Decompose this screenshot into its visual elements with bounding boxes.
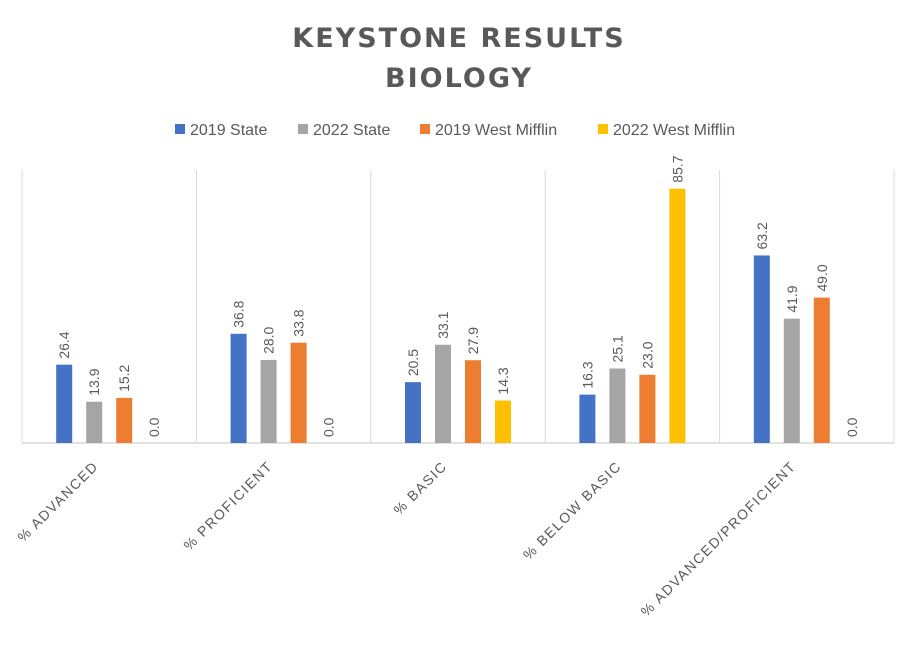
legend: 2019 State 2022 State 2019 West Mifflin 202… (175, 122, 735, 139)
bar-2022-state-2 (260, 359, 277, 443)
bar-2019-state-5 (753, 255, 770, 443)
bar-2019-west-mifflin-2 (290, 342, 307, 443)
data-label-2019-state-4: 16.3 (579, 361, 595, 388)
data-label-2019-state-1: 26.4 (56, 331, 72, 358)
legend-label-3: 2019 West Mifflin (435, 122, 557, 139)
category-label-5: % ADVANCED/PROFICIENT (637, 458, 799, 620)
bar-2019-west-mifflin-3 (465, 360, 481, 443)
bar-2022-west-mifflin-4 (669, 188, 686, 443)
data-label-2019-state-3: 20.5 (405, 349, 421, 376)
category-label-3: % BASIC (390, 458, 450, 518)
bar-2022-west-mifflin-3 (495, 400, 511, 443)
data-label-2022-state-5: 41.9 (784, 285, 800, 312)
legend-label-2: 2022 State (313, 122, 391, 139)
data-label-2022-west-mifflin-5: 0.0 (844, 417, 860, 437)
bar-2019-state-1 (56, 364, 73, 443)
data-label-2022-state-1: 13.9 (86, 368, 102, 395)
legend-swatch-1 (175, 124, 185, 134)
bar-2022-state-3 (435, 344, 451, 443)
bar-2019-west-mifflin-4 (639, 374, 656, 443)
legend-swatch-3 (420, 124, 430, 134)
legend-swatch-4 (598, 124, 608, 134)
data-label-2019-west-mifflin-4: 23.0 (639, 341, 655, 368)
data-label-2022-state-3: 33.1 (435, 311, 451, 338)
data-label-2022-west-mifflin-1: 0.0 (146, 417, 162, 437)
category-label-2: % PROFICIENT (180, 458, 276, 554)
bar-2019-state-2 (230, 333, 247, 443)
data-label-2019-state-2: 36.8 (231, 300, 247, 327)
data-label-2022-state-4: 25.1 (609, 335, 625, 362)
bar-2019-west-mifflin-5 (813, 297, 830, 443)
legend-swatch-2 (298, 124, 308, 134)
category-label-4: % BELOW BASIC (520, 458, 625, 563)
chart-title-line-2: BIOLOGY (385, 63, 533, 94)
data-label-2022-west-mifflin-2: 0.0 (321, 417, 337, 437)
legend-label-4: 2022 West Mifflin (613, 122, 735, 139)
data-label-2019-west-mifflin-2: 33.8 (291, 309, 307, 336)
data-label-2022-west-mifflin-3: 14.3 (495, 367, 511, 394)
plot-area: 26.4 13.9 15.2 0.0 % ADVANCED 36.8 28.0 33.8 0.0… (14, 155, 895, 620)
bar-2019-state-3 (405, 382, 421, 443)
bar-2022-state-5 (783, 318, 800, 443)
bar-2022-state-4 (609, 368, 626, 443)
chart-title-line-1: KEYSTONE RESULTS (292, 23, 625, 54)
bar-2022-state-1 (86, 401, 103, 443)
data-label-2022-west-mifflin-4: 85.7 (669, 155, 685, 182)
bar-2019-state-4 (579, 394, 596, 443)
data-label-2019-state-5: 63.2 (754, 222, 770, 249)
bar-2019-west-mifflin-1 (116, 397, 133, 443)
category-label-1: % ADVANCED (14, 458, 101, 545)
data-label-2022-state-2: 28.0 (261, 326, 277, 353)
legend-label-1: 2019 State (190, 122, 268, 139)
data-label-2019-west-mifflin-5: 49.0 (814, 264, 830, 291)
data-label-2019-west-mifflin-1: 15.2 (116, 364, 132, 391)
data-label-2019-west-mifflin-3: 27.9 (465, 327, 481, 354)
